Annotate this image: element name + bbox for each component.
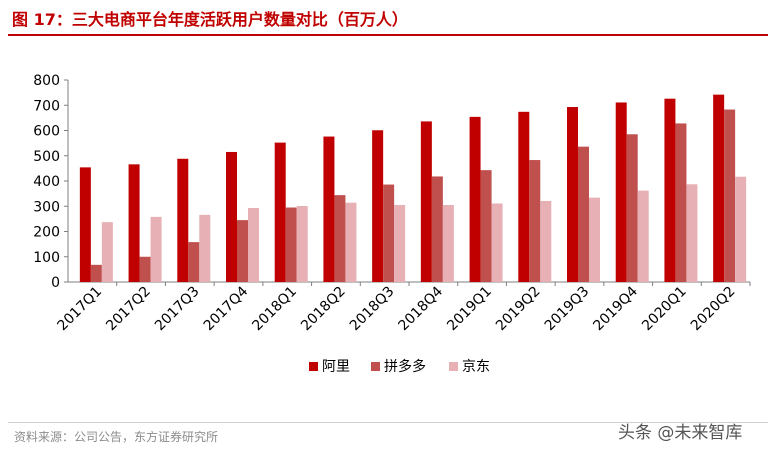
source-note: 资料来源：公司公告，东方证券研究所 bbox=[14, 430, 219, 444]
x-tick-label: 2018Q2 bbox=[298, 284, 349, 335]
bar-3 bbox=[296, 205, 308, 282]
bar-2 bbox=[237, 220, 248, 282]
bar-3 bbox=[150, 216, 162, 282]
bar-2 bbox=[675, 123, 687, 283]
bar-1 bbox=[226, 151, 237, 282]
x-tick-label: 2019Q4 bbox=[590, 283, 641, 334]
y-tick-label: 800 bbox=[33, 73, 60, 89]
bar-3 bbox=[540, 200, 552, 282]
bar-3 bbox=[442, 204, 454, 282]
y-tick-label: 0 bbox=[51, 275, 60, 291]
bar-3 bbox=[686, 184, 698, 282]
bar-1 bbox=[79, 167, 91, 282]
bar-3 bbox=[248, 208, 259, 282]
x-tick-label: 2018Q3 bbox=[347, 284, 398, 335]
x-tick-label: 2018Q4 bbox=[396, 283, 447, 334]
bar-2 bbox=[90, 264, 102, 282]
bar-1 bbox=[469, 116, 481, 283]
x-tick-label: 2019Q1 bbox=[444, 284, 495, 335]
bar-1 bbox=[128, 164, 140, 282]
x-tick-label: 2017Q3 bbox=[152, 284, 203, 335]
legend-label-2: 拼多多 bbox=[384, 358, 426, 375]
bar-2 bbox=[480, 170, 492, 282]
bar-1 bbox=[274, 142, 286, 282]
legend-swatch-1 bbox=[309, 362, 318, 371]
y-tick-label: 600 bbox=[33, 124, 60, 140]
watermark: 头条 @未来智库 bbox=[618, 418, 742, 443]
bar-3 bbox=[637, 190, 649, 282]
bar-3 bbox=[589, 197, 600, 282]
bar-2 bbox=[285, 207, 297, 282]
bar-3 bbox=[199, 214, 211, 282]
legend-label-1: 阿里 bbox=[322, 359, 350, 375]
bar-2 bbox=[724, 109, 736, 282]
bar-1 bbox=[567, 107, 578, 282]
legend-label-3: 京东 bbox=[462, 359, 490, 375]
bar-1 bbox=[420, 121, 432, 282]
y-tick-label: 700 bbox=[33, 98, 60, 114]
y-tick-label: 400 bbox=[33, 174, 60, 190]
watermark-text: 头条 @未来智库 bbox=[618, 423, 743, 443]
bar-1 bbox=[664, 98, 676, 282]
x-tick-label: 2020Q1 bbox=[639, 284, 690, 335]
x-tick-label: 2019Q3 bbox=[542, 284, 593, 335]
x-tick-label: 2017Q2 bbox=[103, 284, 154, 335]
bar-3 bbox=[101, 222, 113, 282]
title-divider bbox=[8, 34, 768, 36]
bar-3 bbox=[394, 204, 406, 282]
bar-2 bbox=[626, 134, 638, 282]
legend-swatch-3 bbox=[449, 362, 458, 371]
bar-2 bbox=[431, 176, 443, 282]
bar-3 bbox=[735, 176, 747, 282]
legend-swatch-2 bbox=[371, 362, 380, 371]
bar-1 bbox=[323, 136, 335, 282]
bar-3 bbox=[491, 203, 503, 282]
y-tick-label: 200 bbox=[33, 225, 60, 241]
y-tick-label: 100 bbox=[33, 250, 60, 266]
chart-title: 图 17：三大电商平台年度活跃用户数量对比（百万人） bbox=[12, 10, 408, 29]
bar-1 bbox=[177, 158, 189, 282]
bar-2 bbox=[383, 184, 395, 282]
x-tick-label: 2019Q2 bbox=[493, 284, 544, 335]
bar-2 bbox=[188, 242, 200, 282]
bar-1 bbox=[615, 102, 627, 282]
bar-2 bbox=[578, 146, 589, 282]
bar-2 bbox=[139, 256, 151, 282]
x-tick-label: 2020Q2 bbox=[688, 284, 739, 335]
bar-2 bbox=[334, 195, 346, 282]
footer-divider bbox=[8, 422, 768, 423]
bar-1 bbox=[372, 130, 384, 282]
x-tick-label: 2017Q1 bbox=[55, 284, 106, 335]
bar-3 bbox=[345, 202, 357, 282]
x-tick-label: 2017Q4 bbox=[201, 283, 252, 334]
bar-1 bbox=[713, 94, 725, 283]
x-tick-label: 2018Q1 bbox=[249, 284, 300, 335]
y-tick-label: 300 bbox=[33, 199, 60, 215]
bar-1 bbox=[518, 111, 530, 282]
y-tick-label: 500 bbox=[33, 149, 60, 165]
bar-2 bbox=[529, 160, 541, 282]
